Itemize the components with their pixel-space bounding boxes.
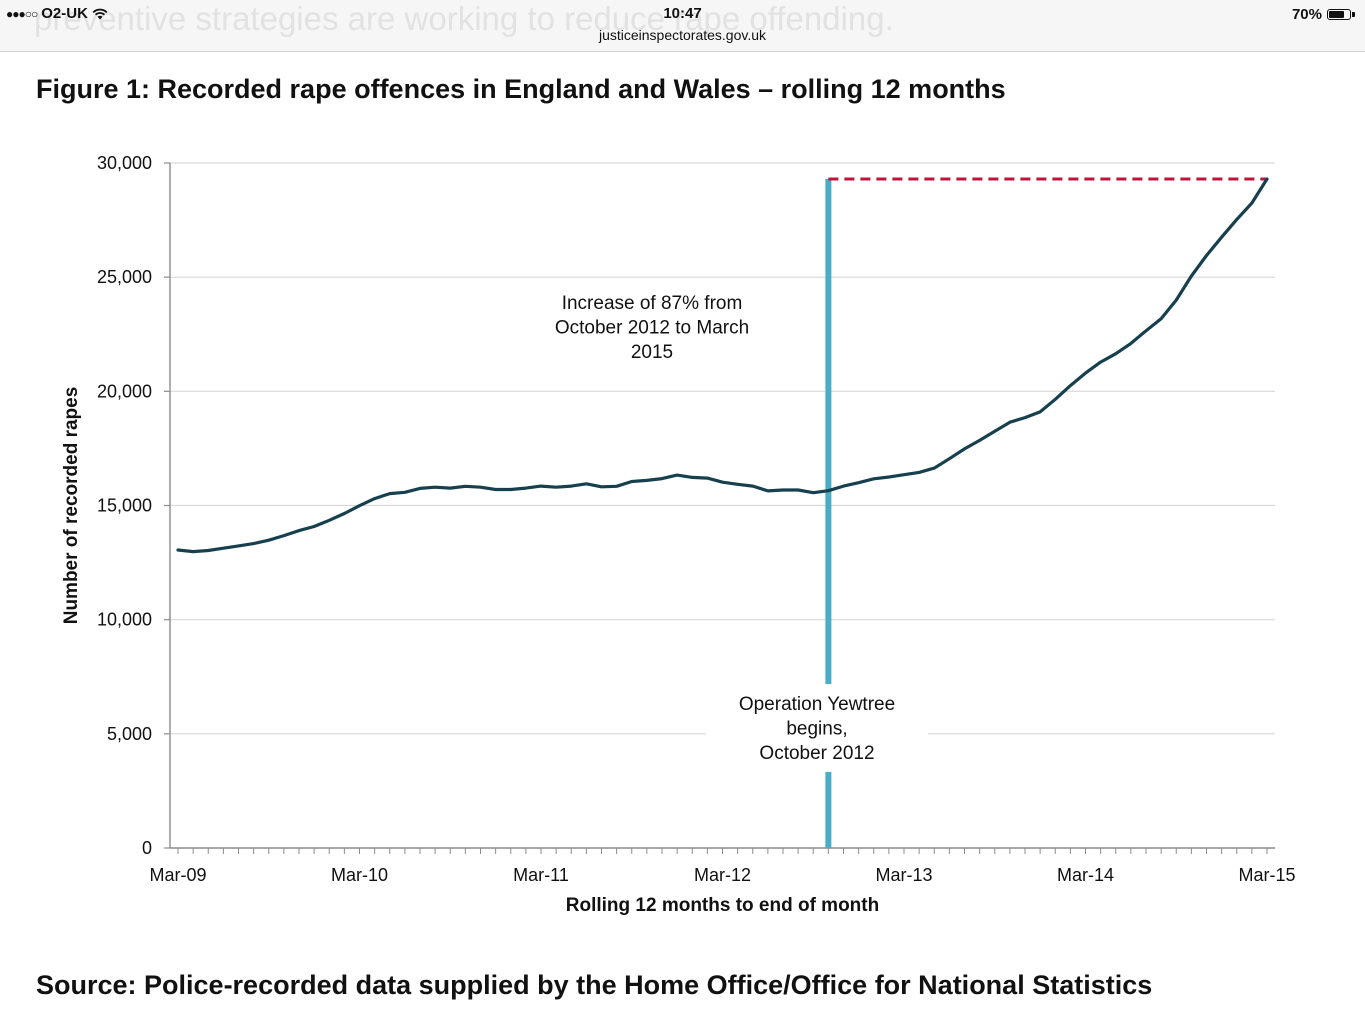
battery-icon xyxy=(1327,9,1351,20)
signal-strength-icon: ●●●○○ xyxy=(6,6,38,21)
carrier-indicator: ●●●○○ O2-UK xyxy=(6,5,108,22)
battery-indicator: 70% xyxy=(1292,6,1355,23)
clock: 10:47 xyxy=(663,5,702,22)
event-annotation-line: Operation Yewtree xyxy=(739,694,895,715)
y-tick-label: 15,000 xyxy=(97,496,152,516)
address-bar-url[interactable]: justiceinspectorates.gov.uk xyxy=(598,27,767,43)
x-tick-label: Mar-09 xyxy=(149,865,206,885)
status-bar: preventive strategies are working to red… xyxy=(0,0,1365,52)
x-axis-title: Rolling 12 months to end of month xyxy=(566,895,879,916)
increase-annotation-line: Increase of 87% from xyxy=(562,293,743,314)
y-tick-label: 10,000 xyxy=(97,610,152,630)
x-tick-label: Mar-15 xyxy=(1238,865,1295,885)
y-tick-label: 5,000 xyxy=(107,724,152,744)
y-tick-label: 30,000 xyxy=(97,153,152,173)
x-tick-label: Mar-14 xyxy=(1057,865,1114,885)
x-tick-label: Mar-13 xyxy=(875,865,932,885)
y-axis-title: Number of recorded rapes xyxy=(61,387,82,625)
x-tick-label: Mar-12 xyxy=(694,865,751,885)
event-label-background xyxy=(706,684,928,772)
figure-title: Figure 1: Recorded rape offences in Engl… xyxy=(36,74,1006,104)
y-tick-label: 0 xyxy=(142,838,152,858)
increase-annotation-line: 2015 xyxy=(631,342,673,363)
background-page-text: preventive strategies are working to red… xyxy=(34,0,894,37)
y-tick-label: 20,000 xyxy=(97,381,152,401)
x-tick-label: Mar-10 xyxy=(331,865,388,885)
increase-annotation-line: October 2012 to March xyxy=(555,318,749,339)
event-annotation-line: October 2012 xyxy=(759,743,874,764)
series-line-recorded-rapes xyxy=(176,177,1269,554)
y-tick-label: 25,000 xyxy=(97,267,152,287)
source-note: Source: Police-recorded data supplied by… xyxy=(36,970,1153,1000)
event-annotation-line: begins, xyxy=(786,719,847,740)
battery-percent: 70% xyxy=(1291,6,1322,23)
carrier-name: O2-UK xyxy=(41,5,88,22)
wifi-icon xyxy=(92,8,108,19)
x-tick-label: Mar-11 xyxy=(513,865,569,885)
